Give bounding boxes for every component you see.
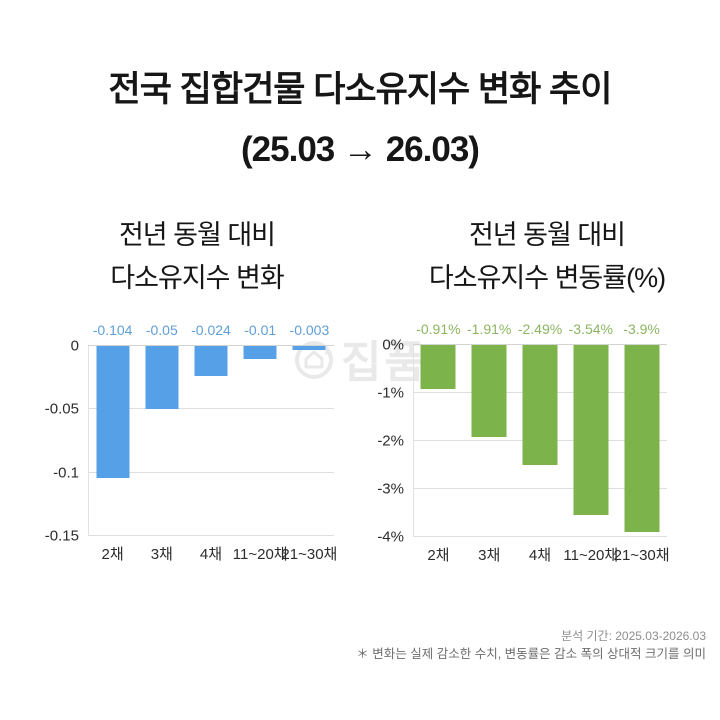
y-tick-label: -2% bbox=[377, 432, 404, 450]
bar-2채 bbox=[420, 345, 456, 389]
page-title: 전국 집합건물 다소유지수 변화 추이 (25.03 → 26.03) bbox=[0, 60, 720, 180]
bar-2채 bbox=[96, 346, 130, 478]
bar-11~20채 bbox=[573, 345, 609, 515]
x-category-label: 21~30채 bbox=[281, 546, 338, 563]
x-category-label: 3채 bbox=[150, 546, 173, 563]
y-tick-label: 0 bbox=[70, 337, 79, 355]
y-tick-label: 0% bbox=[382, 336, 404, 354]
bar-21~30채 bbox=[292, 346, 326, 350]
value-label: -3.9% bbox=[623, 321, 660, 337]
value-label: -0.91% bbox=[416, 321, 461, 337]
page-title-line1: 전국 집합건물 다소유지수 변화 추이 bbox=[108, 70, 613, 109]
x-category-label: 2채 bbox=[101, 546, 124, 563]
value-label: -0.024 bbox=[191, 322, 231, 338]
gridline bbox=[88, 471, 334, 473]
right-chart-plot: 0% -1% -2% -3% -4% -0.91% 2채 -1.91% 3채 -2.49% 4채 -3… bbox=[377, 321, 669, 564]
gridline bbox=[413, 344, 667, 345]
footer-note: ＊ 변화는 실제 감소한 수치, 변동률은 감소 폭의 상대적 크기를 의미 bbox=[356, 647, 707, 661]
x-category-label: 2채 bbox=[427, 547, 450, 564]
right-chart-subtitle-line2: 다소유지수 변동률(%) bbox=[428, 263, 666, 293]
left-chart-subtitle-line2: 다소유지수 변화 bbox=[110, 263, 284, 293]
x-category-label: 21~30채 bbox=[613, 547, 670, 564]
x-category-label: 3채 bbox=[478, 547, 501, 564]
right-chart-subtitle: 전년 동월 대비 다소유지수 변동률(%) bbox=[377, 214, 717, 300]
left-chart-plot: 0 -0.05 -0.1 -0.15 -0.104 2채 -0.05 3채 -0.024 4채 -0… bbox=[45, 322, 338, 563]
watermark: 집품 bbox=[292, 338, 428, 387]
x-category-label: 4채 bbox=[199, 546, 223, 563]
footer-period: 분석 기간: 2025.03-2026.03 bbox=[561, 629, 706, 643]
zipfum-logo-icon bbox=[292, 338, 336, 387]
bar-4채 bbox=[194, 346, 228, 377]
y-tick-label: -4% bbox=[377, 528, 404, 546]
gridline bbox=[88, 408, 334, 410]
gridline bbox=[88, 345, 334, 346]
footer: 분석 기간: 2025.03-2026.03 ＊ 변화는 실제 감소한 수치, … bbox=[356, 627, 706, 664]
left-chart-subtitle: 전년 동월 대비 다소유지수 변화 bbox=[27, 214, 367, 300]
y-tick-label: -0.1 bbox=[53, 464, 79, 482]
value-label: -0.01 bbox=[244, 322, 277, 338]
x-category-label: 11~20채 bbox=[563, 547, 619, 564]
bar-11~20채 bbox=[243, 346, 277, 359]
x-category-label: 11~20채 bbox=[232, 546, 288, 563]
y-axis-line bbox=[88, 346, 89, 536]
x-category-label: 4채 bbox=[528, 547, 552, 564]
watermark-text: 집품 bbox=[341, 337, 428, 387]
value-label: -0.104 bbox=[92, 322, 133, 338]
value-label: -0.05 bbox=[145, 322, 178, 338]
bar-21~30채 bbox=[624, 345, 660, 533]
page-title-line2: (25.03 → 26.03) bbox=[241, 130, 480, 169]
gridline bbox=[88, 535, 334, 536]
bar-4채 bbox=[522, 345, 558, 465]
y-tick-label: -3% bbox=[377, 480, 404, 498]
gridline bbox=[413, 488, 667, 489]
y-tick-label: -0.05 bbox=[44, 400, 79, 418]
gridline bbox=[413, 536, 667, 537]
value-label: -0.003 bbox=[289, 322, 330, 338]
bar-3채 bbox=[471, 345, 507, 437]
right-chart-subtitle-line1: 전년 동월 대비 bbox=[468, 220, 626, 250]
left-chart-subtitle-line1: 전년 동월 대비 bbox=[118, 220, 276, 250]
bar-3채 bbox=[145, 346, 179, 410]
value-label: -1.91% bbox=[467, 321, 512, 337]
value-label: -2.49% bbox=[517, 321, 563, 337]
value-label: -3.54% bbox=[568, 321, 613, 337]
y-tick-label: -0.15 bbox=[44, 527, 79, 545]
y-axis-line bbox=[413, 345, 414, 537]
y-tick-label: -1% bbox=[377, 384, 404, 402]
